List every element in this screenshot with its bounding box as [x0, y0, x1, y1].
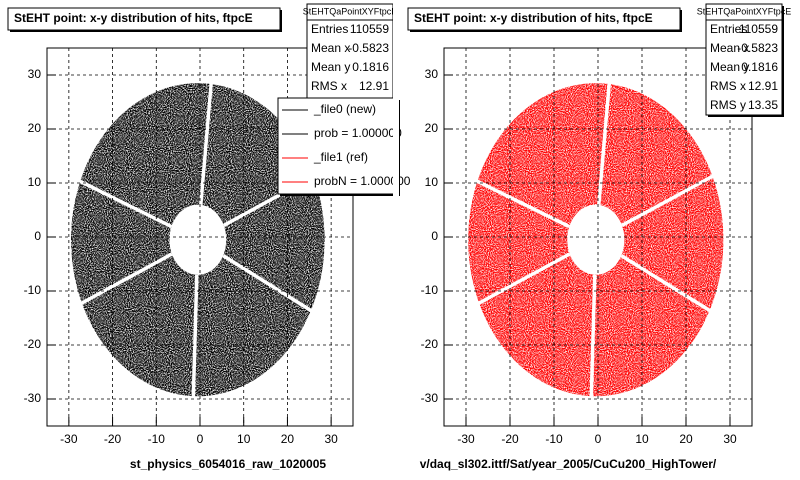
y-tick-label: 30	[425, 67, 439, 81]
x-axis-label: v/daq_sl302.ittf/Sat/year_2005/CuCu200_H…	[420, 457, 717, 471]
hit-region	[468, 83, 724, 397]
stats-label: Mean y	[311, 60, 350, 74]
sector-gap	[589, 274, 597, 401]
stats-label: Mean x	[710, 41, 749, 55]
frame	[443, 47, 753, 427]
stats-value: 110559	[739, 22, 778, 36]
stats-box	[705, 3, 783, 116]
legend-label: probN = 1.000000	[314, 174, 411, 188]
y-tick-label: -10	[24, 283, 42, 297]
x-tick-label: 0	[197, 432, 204, 446]
x-tick-label: 20	[281, 432, 295, 446]
y-tick-label: -30	[24, 391, 42, 405]
legend-label: prob = 1.000000	[314, 126, 402, 140]
x-tick-label: -20	[104, 432, 122, 446]
stats-value: 0.1816	[741, 60, 778, 74]
stats-name: StEHTQaPointXYFtpcE	[303, 6, 398, 16]
stats-value: 12.91	[359, 79, 389, 93]
x-tick-label: 20	[679, 432, 693, 446]
sector-gap	[474, 252, 571, 307]
legend-label: _file0 (new)	[313, 102, 376, 116]
stats-label: Entries	[311, 22, 348, 36]
y-tick-label: 0	[34, 229, 41, 243]
stats-value: 13.35	[748, 98, 778, 112]
pad-divider	[393, 0, 399, 480]
frame	[46, 47, 354, 427]
x-tick-label: 30	[723, 432, 737, 446]
legend-box	[277, 97, 399, 195]
x-tick-label: 10	[237, 432, 251, 446]
y-tick-label: -10	[421, 283, 439, 297]
sector-gap	[621, 172, 717, 227]
x-tick-label: -10	[545, 432, 563, 446]
legend-label: _file1 (ref)	[313, 150, 368, 164]
x-tick-label: -10	[148, 432, 166, 446]
x-tick-label: -30	[60, 432, 78, 446]
sector-gap	[597, 79, 612, 205]
x-tick-label: 30	[324, 432, 338, 446]
stats-label: Mean x	[311, 41, 350, 55]
y-tick-label: 10	[28, 175, 42, 189]
stats-box	[306, 3, 394, 116]
sector-gap	[473, 177, 571, 229]
sector-gap	[199, 79, 214, 205]
stats-value: -0.5823	[348, 41, 389, 55]
x-tick-label: -30	[457, 432, 475, 446]
stats-value: -0.5823	[737, 41, 778, 55]
y-tick-label: -20	[421, 337, 439, 351]
stats-label: Entries	[710, 22, 747, 36]
chart-title: StEHT point: x-y distribution of hits, f…	[14, 11, 253, 25]
y-tick-label: 20	[28, 121, 42, 135]
x-tick-label: 10	[635, 432, 649, 446]
x-tick-label: -20	[501, 432, 519, 446]
stats-label: RMS x	[311, 79, 347, 93]
sector-gap	[191, 274, 199, 401]
y-tick-label: 30	[28, 67, 42, 81]
stats-name: StEHTQaPointXYFtpcE	[697, 6, 792, 16]
title-box	[407, 7, 681, 31]
y-tick-label: 10	[425, 175, 439, 189]
stats-label: RMS y	[710, 98, 746, 112]
sector-gap	[77, 252, 173, 307]
stats-label: Mean y	[710, 60, 749, 74]
hit-region	[71, 83, 325, 397]
title-box	[7, 7, 281, 31]
sector-gap	[222, 254, 316, 315]
y-tick-label: -20	[24, 337, 42, 351]
stats-value: 0.1816	[352, 60, 389, 74]
x-axis-label: st_physics_6054016_raw_1020005	[130, 457, 326, 471]
stats-value: 110559	[350, 22, 389, 36]
sector-gap	[620, 254, 714, 315]
sector-gap	[75, 177, 173, 229]
y-tick-label: 20	[425, 121, 439, 135]
chart-title: StEHT point: x-y distribution of hits, f…	[414, 11, 653, 25]
y-tick-label: -30	[421, 391, 439, 405]
x-tick-label: 0	[595, 432, 602, 446]
y-tick-label: 0	[431, 229, 438, 243]
stats-value: 12.91	[748, 79, 778, 93]
stats-label: RMS x	[710, 79, 746, 93]
